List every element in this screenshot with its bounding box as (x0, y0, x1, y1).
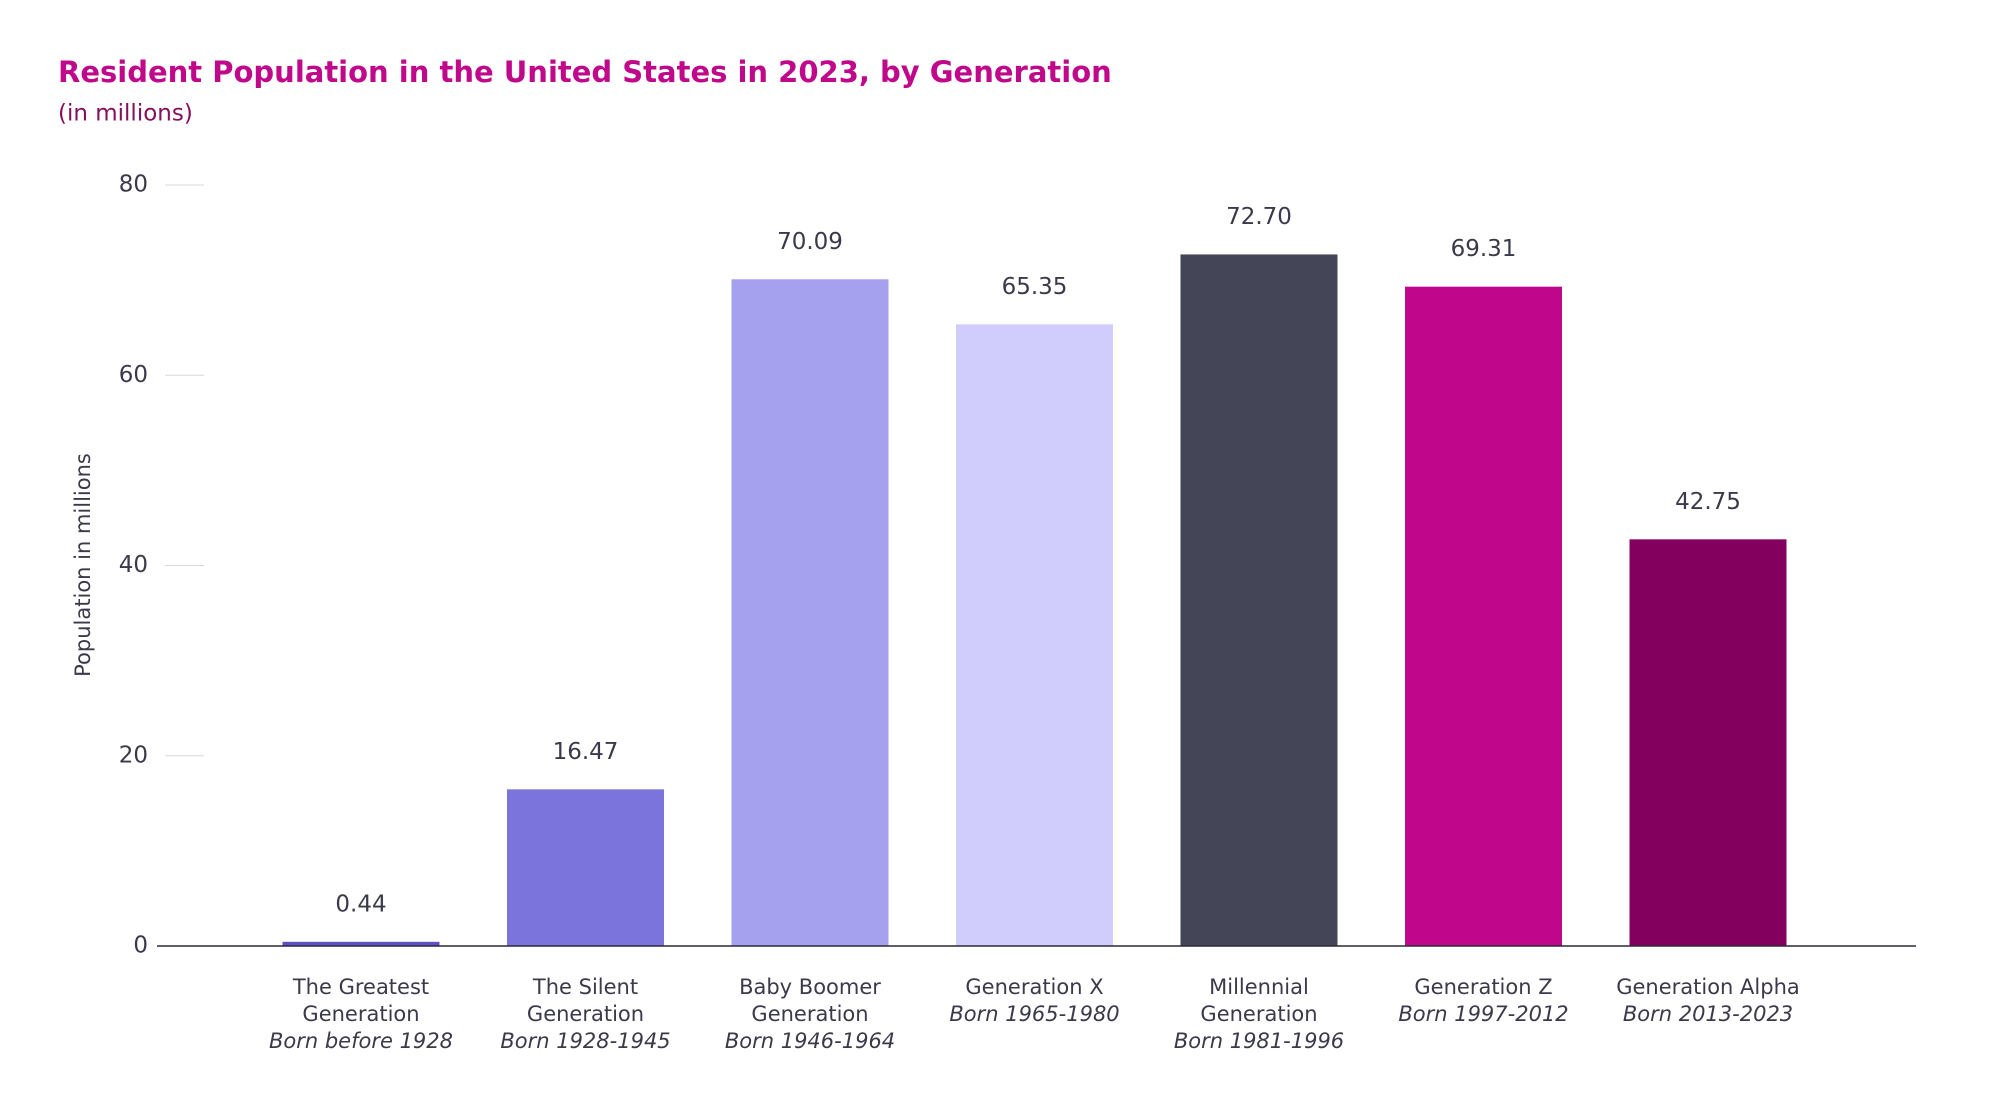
x-tick-label: Generation Z Born 1997-2012 (1379, 974, 1589, 1028)
y-tick-label: 0 (133, 933, 148, 959)
category-note: Born 2013-2023 (1622, 1002, 1794, 1026)
category-name: Generation X (965, 975, 1104, 999)
x-tick-label: Millennial Generation Born 1981-1996 (1154, 974, 1364, 1055)
data-label: 0.44 (335, 891, 386, 917)
data-label: 42.75 (1675, 489, 1741, 515)
y-axis-label: Population in millions (71, 453, 95, 677)
x-tick-label: Generation X Born 1965-1980 (930, 974, 1140, 1028)
y-tick-label: 60 (119, 362, 148, 388)
y-tick-label: 80 (119, 172, 148, 198)
bar (282, 941, 440, 946)
data-label: 65.35 (1002, 274, 1068, 300)
bar (731, 279, 889, 946)
bar (1629, 539, 1787, 946)
x-tick-label: The Silent Generation Born 1928-1945 (481, 974, 691, 1055)
bar (956, 324, 1113, 946)
y-tick-label: 20 (119, 742, 148, 768)
category-note: Born 1965-1980 (949, 1002, 1120, 1026)
data-label: 69.31 (1451, 236, 1517, 262)
x-tick-label: The Greatest Generation Born before 1928 (256, 974, 466, 1055)
category-name: Generation Z (1414, 975, 1553, 999)
category-note: Born 1981-1996 (1173, 1029, 1345, 1053)
category-name: Baby Boomer Generation (739, 975, 881, 1026)
x-tick-label: Generation Alpha Born 2013-2023 (1603, 974, 1813, 1028)
category-name: Millennial Generation (1200, 975, 1318, 1026)
category-name: The Silent Generation (526, 975, 645, 1026)
data-label: 70.09 (777, 229, 843, 255)
y-tick-label: 40 (119, 552, 148, 578)
category-name: The Greatest Generation (292, 975, 430, 1026)
bar (507, 789, 664, 946)
category-name: Generation Alpha (1616, 975, 1800, 999)
category-note: Born 1997-2012 (1398, 1002, 1569, 1026)
category-note: Born before 1928 (268, 1029, 454, 1053)
category-note: Born 1946-1964 (724, 1029, 896, 1053)
bar (1180, 254, 1338, 946)
data-label: 16.47 (553, 739, 619, 765)
chart-title: Resident Population in the United States… (58, 55, 1112, 89)
data-label: 72.70 (1226, 204, 1292, 230)
bar (1405, 286, 1562, 947)
chart-subtitle: (in millions) (58, 101, 193, 127)
x-tick-label: Baby Boomer Generation Born 1946-1964 (705, 974, 915, 1055)
category-note: Born 1928-1945 (500, 1029, 671, 1053)
